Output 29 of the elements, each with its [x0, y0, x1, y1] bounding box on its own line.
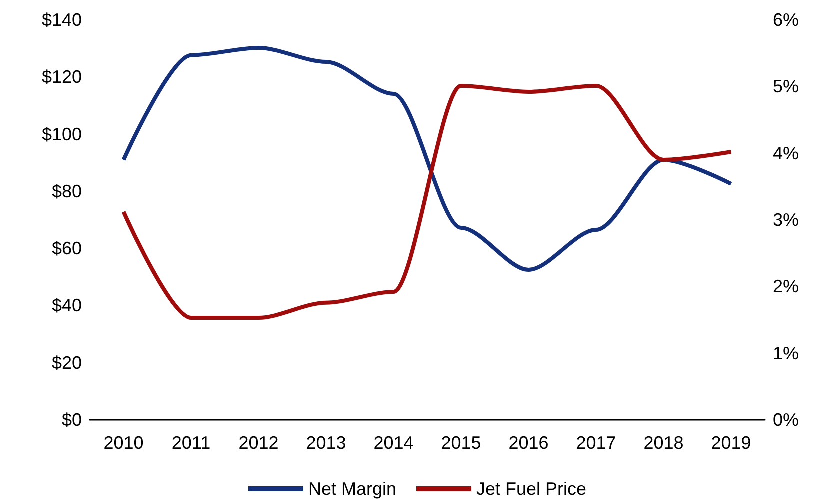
x-tick-label: 2010 — [104, 433, 144, 453]
legend-label: Net Margin — [308, 479, 396, 499]
x-tick-label: 2012 — [238, 433, 279, 453]
y2-tick-label: 3% — [773, 210, 800, 230]
y2-tick-label: 0% — [773, 410, 800, 430]
x-tick-label: 2014 — [374, 433, 414, 453]
legend-label: Jet Fuel Price — [476, 479, 587, 499]
line-series — [122, 84, 734, 320]
line-series — [122, 46, 734, 272]
y2-tick-label: 5% — [773, 76, 800, 97]
y2-tick-label: 2% — [773, 276, 800, 297]
y2-tick-label: 4% — [773, 143, 800, 164]
y-tick-label: $0 — [62, 410, 82, 430]
x-tick-label: 2019 — [711, 433, 752, 453]
y-tick-label: $100 — [42, 124, 82, 144]
y-tick-label: $20 — [52, 352, 82, 373]
y-tick-label: $60 — [52, 238, 82, 259]
y-tick-label: $140 — [42, 10, 82, 30]
x-tick-label: 2016 — [508, 433, 549, 453]
x-tick-label: 2017 — [576, 433, 616, 453]
y-tick-label: $40 — [52, 296, 82, 316]
x-tick-label: 2018 — [644, 433, 684, 453]
y-tick-label: $120 — [42, 67, 82, 88]
y2-tick-label: 6% — [773, 10, 800, 30]
y-tick-label: $80 — [52, 181, 82, 202]
x-tick-label: 2011 — [172, 433, 211, 453]
y2-tick-label: 1% — [773, 343, 800, 364]
x-tick-label: 2015 — [441, 433, 482, 453]
x-tick-label: 2013 — [306, 433, 346, 453]
